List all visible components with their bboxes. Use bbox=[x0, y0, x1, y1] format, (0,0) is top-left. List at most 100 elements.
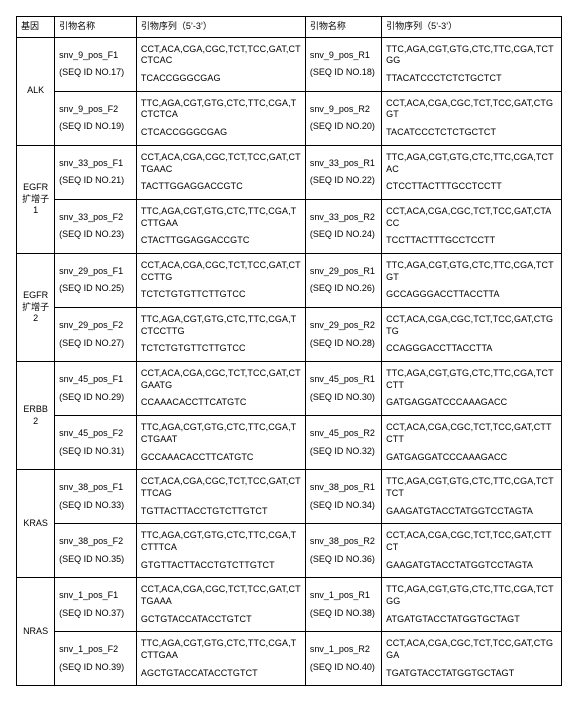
gene-cell: EGFR扩增子1 bbox=[17, 145, 55, 253]
primer-seq-line: TCCTTACTTTGCCTCCTT bbox=[386, 235, 557, 247]
primer-seq-cell: CCT,ACA,CGA,CGC,TCT,TCC,GAT,CTCTCAC TCACC… bbox=[136, 37, 305, 91]
primer-seqid-label: (SEQ ID NO.28) bbox=[310, 338, 377, 350]
primer-seq-cell: TTC,AGA,CGT,GTG,CTC,TTC,CGA,TCTGTGCCAGGG… bbox=[382, 253, 562, 307]
primer-name-cell: snv_33_pos_F1(SEQ ID NO.21) bbox=[55, 145, 137, 199]
table-row: snv_33_pos_F2(SEQ ID NO.23)TTC,AGA,CGT,G… bbox=[17, 199, 562, 253]
primer-seq-line: TTC,AGA,CGT,GTG,CTC,TTC,CGA,TCTGG bbox=[386, 44, 557, 67]
primer-name-label: snv_9_pos_R1 bbox=[310, 50, 377, 62]
primer-seq-cell: TTC,AGA,CGT,GTG,CTC,TTC,CGA,TCTCCTTGTCTC… bbox=[136, 308, 305, 362]
primer-name-label: snv_33_pos_R1 bbox=[310, 158, 377, 170]
primer-seqid-label: (SEQ ID NO.27) bbox=[59, 338, 132, 350]
primer-name-cell: snv_45_pos_F1(SEQ ID NO.29) bbox=[55, 362, 137, 416]
primer-name-cell: snv_29_pos_R2 (SEQ ID NO.28) bbox=[305, 308, 381, 362]
header-primer-name-b: 引物名称 bbox=[305, 17, 381, 38]
primer-name-label: snv_38_pos_F2 bbox=[59, 536, 132, 548]
primer-seq-line: TTC,AGA,CGT,GTG,CTC,TTC,CGA,TCTGG bbox=[386, 584, 557, 607]
header-row: 基因 引物名称 引物序列（5’-3’） 引物名称 引物序列（5’-3’） bbox=[17, 17, 562, 38]
table-row: snv_29_pos_F2(SEQ ID NO.27)TTC,AGA,CGT,G… bbox=[17, 308, 562, 362]
primer-seq-line: CCT,ACA,CGA,CGC,TCT,TCC,GAT,CTTTCAG bbox=[141, 476, 301, 499]
primer-seq-line: ATGATGTACCTATGGTGCTAGT bbox=[386, 614, 557, 626]
primer-seq-line: CTACTTGGAGGACCGTC bbox=[141, 235, 301, 247]
primer-name-cell: snv_38_pos_R1(SEQ ID NO.34) bbox=[305, 470, 381, 524]
primer-seq-line: TTC,AGA,CGT,GTG,CTC,TTC,CGA,TCTCCTTG bbox=[141, 314, 301, 337]
primer-seq-line: TTC,AGA,CGT,GTG,CTC,TTC,CGA,TCTGT bbox=[386, 260, 557, 283]
primer-name-cell: snv_9_pos_R1 (SEQ ID NO.18) bbox=[305, 37, 381, 91]
primer-seq-line: CCT,ACA,CGA,CGC,TCT,TCC,GAT,CTGGA bbox=[386, 638, 557, 661]
primer-seq-line: GAAGATGTACCTATGGTCCTAGTA bbox=[386, 506, 557, 518]
primer-name-label: snv_1_pos_F2 bbox=[59, 644, 132, 656]
primer-name-label: snv_9_pos_F2 bbox=[59, 104, 132, 116]
primer-name-cell: snv_38_pos_F1(SEQ ID NO.33) bbox=[55, 470, 137, 524]
primer-seq-line: CCT,ACA,CGA,CGC,TCT,TCC,GAT,CTTCT bbox=[386, 530, 557, 553]
gene-cell: ALK bbox=[17, 37, 55, 145]
primer-name-cell: snv_45_pos_R1 (SEQ ID NO.30) bbox=[305, 362, 381, 416]
primer-seqid-label: (SEQ ID NO.40) bbox=[310, 662, 377, 674]
primer-seq-line: CCAAACACCTTCATGTC bbox=[141, 397, 301, 409]
primer-seqid-label: (SEQ ID NO.24) bbox=[310, 229, 377, 241]
primer-seqid-label: (SEQ ID NO.30) bbox=[310, 392, 377, 404]
primer-seq-line: TGATGTACCTATGGTGCTAGT bbox=[386, 668, 557, 680]
primer-seq-cell: TTC,AGA,CGT,GTG,CTC,TTC,CGA,TCTCTCACTCAC… bbox=[136, 91, 305, 145]
primer-seq-cell: TTC,AGA,CGT,GTG,CTC,TTC,CGA,TCTTTCAGTGTT… bbox=[136, 524, 305, 578]
primer-seq-line: GCTGTACCATACCTGTCT bbox=[141, 614, 301, 626]
primer-seq-line: AGCTGTACCATACCTGTCT bbox=[141, 668, 301, 680]
primer-seq-line: CCT,ACA,CGA,CGC,TCT,TCC,GAT,CTTCTT bbox=[386, 422, 557, 445]
primer-name-label: snv_33_pos_F2 bbox=[59, 212, 132, 224]
primer-name-label: snv_45_pos_R2 bbox=[310, 428, 377, 440]
primer-seq-cell: CCT,ACA,CGA,CGC,TCT,TCC,GAT,CTCCTTGTCTCT… bbox=[136, 253, 305, 307]
primer-name-label: snv_29_pos_R2 bbox=[310, 320, 377, 332]
primer-name-label: snv_45_pos_F2 bbox=[59, 428, 132, 440]
table-row: ERBB2snv_45_pos_F1(SEQ ID NO.29)CCT,ACA,… bbox=[17, 362, 562, 416]
primer-seq-line: TTC,AGA,CGT,GTG,CTC,TTC,CGA,TCTTGAA bbox=[141, 206, 301, 229]
primer-seq-cell: CCT,ACA,CGA,CGC,TCT,TCC,GAT,CTGGTTACATCC… bbox=[382, 91, 562, 145]
header-primer-seq-a: 引物序列（5’-3’） bbox=[136, 17, 305, 38]
primer-seq-line: TTACATCCCTCTCTGCTCT bbox=[386, 73, 557, 85]
primer-seq-line: TCACCGGGCGAG bbox=[141, 73, 301, 85]
primer-name-label: snv_9_pos_F1 bbox=[59, 50, 132, 62]
primer-seq-line: GATGAGGATCCCAAAGACC bbox=[386, 397, 557, 409]
primer-seq-line: CTCACCGGGCGAG bbox=[141, 127, 301, 139]
primer-seq-cell: TTC,AGA,CGT,GTG,CTC,TTC,CGA,TCTTGAA CTACT… bbox=[136, 199, 305, 253]
primer-name-label: snv_45_pos_R1 bbox=[310, 374, 377, 386]
primer-name-cell: snv_29_pos_R1(SEQ ID NO.26) bbox=[305, 253, 381, 307]
primer-seqid-label: (SEQ ID NO.31) bbox=[59, 446, 132, 458]
primer-seq-line: TTC,AGA,CGT,GTG,CTC,TTC,CGA,TCTTGAA bbox=[141, 638, 301, 661]
primer-seqid-label: (SEQ ID NO.34) bbox=[310, 500, 377, 512]
primer-seq-line: GCCAAACACCTTCATGTC bbox=[141, 452, 301, 464]
primer-name-label: snv_9_pos_R2 bbox=[310, 104, 377, 116]
table-row: KRASsnv_38_pos_F1(SEQ ID NO.33)CCT,ACA,C… bbox=[17, 470, 562, 524]
primer-seq-line: GAAGATGTACCTATGGTCCTAGTA bbox=[386, 560, 557, 572]
primer-seq-line: CCT,ACA,CGA,CGC,TCT,TCC,GAT,CTTGAAA bbox=[141, 584, 301, 607]
primer-name-label: snv_38_pos_R2 bbox=[310, 536, 377, 548]
primer-seq-cell: TTC,AGA,CGT,GTG,CTC,TTC,CGA,TCTGG TTACATC… bbox=[382, 37, 562, 91]
table-row: EGFR扩增子1snv_33_pos_F1(SEQ ID NO.21)CCT,A… bbox=[17, 145, 562, 199]
primer-seqid-label: (SEQ ID NO.25) bbox=[59, 283, 132, 295]
primer-seq-cell: CCT,ACA,CGA,CGC,TCT,TCC,GAT,CTACC TCCTTAC… bbox=[382, 199, 562, 253]
primer-seq-cell: CCT,ACA,CGA,CGC,TCT,TCC,GAT,CTGAATGCCAAA… bbox=[136, 362, 305, 416]
primer-seqid-label: (SEQ ID NO.38) bbox=[310, 608, 377, 620]
primer-seq-cell: CCT,ACA,CGA,CGC,TCT,TCC,GAT,CTGTGCCAGGGA… bbox=[382, 308, 562, 362]
gene-cell: ERBB2 bbox=[17, 362, 55, 470]
primer-seqid-label: (SEQ ID NO.36) bbox=[310, 554, 377, 566]
primer-name-label: snv_29_pos_F1 bbox=[59, 266, 132, 278]
primer-name-cell: snv_1_pos_F1(SEQ ID NO.37) bbox=[55, 578, 137, 632]
primer-seq-line: CCT,ACA,CGA,CGC,TCT,TCC,GAT,CTCTCAC bbox=[141, 44, 301, 67]
gene-cell: EGFR扩增子2 bbox=[17, 253, 55, 361]
primer-seq-line: CCT,ACA,CGA,CGC,TCT,TCC,GAT,CTACC bbox=[386, 206, 557, 229]
primer-seq-cell: TTC,AGA,CGT,GTG,CTC,TTC,CGA,TCTTCT GAAGAT… bbox=[382, 470, 562, 524]
primer-seq-line: CCT,ACA,CGA,CGC,TCT,TCC,GAT,CTGGT bbox=[386, 98, 557, 121]
primer-seq-cell: CCT,ACA,CGA,CGC,TCT,TCC,GAT,CTTCT GAAGATG… bbox=[382, 524, 562, 578]
primer-seqid-label: (SEQ ID NO.18) bbox=[310, 67, 377, 79]
primer-name-cell: snv_33_pos_R1(SEQ ID NO.22) bbox=[305, 145, 381, 199]
primer-seq-cell: TTC,AGA,CGT,GTG,CTC,TTC,CGA,TCTGAATGCCAA… bbox=[136, 416, 305, 470]
primer-name-cell: snv_1_pos_R1(SEQ ID NO.38) bbox=[305, 578, 381, 632]
primer-seq-line: TTC,AGA,CGT,GTG,CTC,TTC,CGA,TCTTCT bbox=[386, 476, 557, 499]
primer-name-cell: snv_29_pos_F2(SEQ ID NO.27) bbox=[55, 308, 137, 362]
primer-seq-cell: TTC,AGA,CGT,GTG,CTC,TTC,CGA,TCTGG ATGATGT… bbox=[382, 578, 562, 632]
gene-cell: KRAS bbox=[17, 470, 55, 578]
primer-seq-line: TGTTACTTACCTGTCTTGTCT bbox=[141, 506, 301, 518]
primer-name-label: snv_33_pos_F1 bbox=[59, 158, 132, 170]
primer-name-cell: snv_9_pos_R2(SEQ ID NO.20) bbox=[305, 91, 381, 145]
primer-seq-line: GATGAGGATCCCAAAGACC bbox=[386, 452, 557, 464]
header-primer-seq-b: 引物序列（5’-3’） bbox=[382, 17, 562, 38]
